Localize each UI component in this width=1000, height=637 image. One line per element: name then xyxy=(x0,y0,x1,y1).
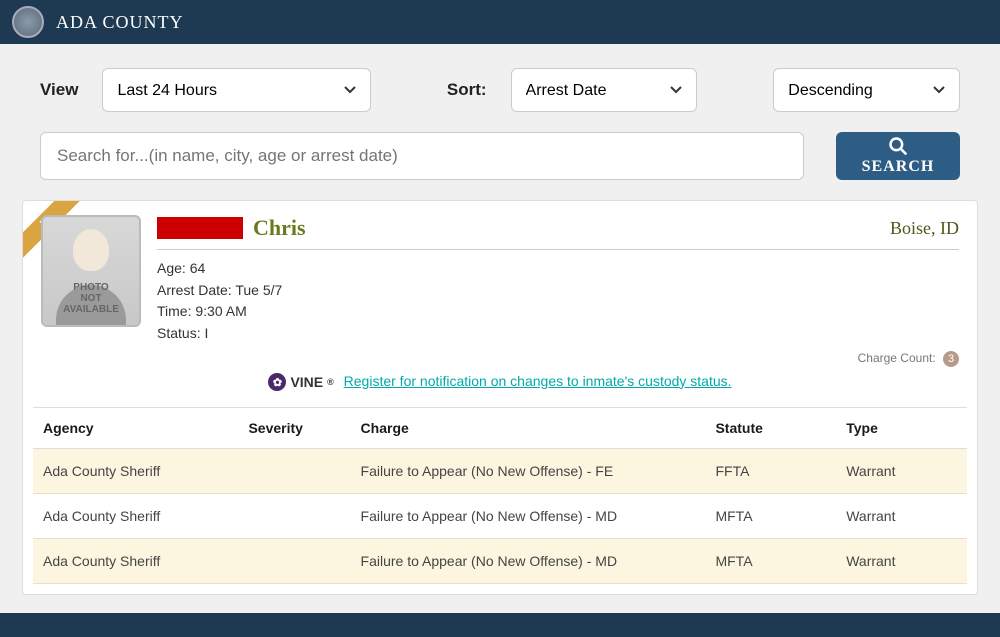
col-statute: Statute xyxy=(705,408,836,449)
inmate-location: Boise, ID xyxy=(890,218,959,239)
cell-type: Warrant xyxy=(836,539,967,584)
cell-severity xyxy=(238,494,350,539)
cell-severity xyxy=(238,449,350,494)
charge-count-badge: 3 xyxy=(943,351,959,367)
cell-charge: Failure to Appear (No New Offense) - MD xyxy=(351,494,706,539)
vine-icon: ✿ xyxy=(268,373,286,391)
cell-agency: Ada County Sheriff xyxy=(33,449,238,494)
col-type: Type xyxy=(836,408,967,449)
cell-charge: Failure to Appear (No New Offense) - MD xyxy=(351,539,706,584)
charges-table: Agency Severity Charge Statute Type Ada … xyxy=(33,407,967,584)
cell-severity xyxy=(238,539,350,584)
charge-count-row: Charge Count: 3 xyxy=(23,351,977,367)
charge-count-label: Charge Count: xyxy=(858,351,936,365)
sort-label: Sort: xyxy=(447,80,487,100)
filter-controls: View Last 24 Hours Sort: Arrest Date Des… xyxy=(0,44,1000,124)
vine-register-link[interactable]: Register for notification on changes to … xyxy=(344,373,732,389)
redacted-lastname xyxy=(157,217,243,239)
cell-agency: Ada County Sheriff xyxy=(33,539,238,584)
direction-select[interactable]: Descending xyxy=(773,68,960,112)
inmate-arrest-time: Time: 9:30 AM xyxy=(157,301,959,323)
search-row: SEARCH xyxy=(0,124,1000,200)
cell-statute: MFTA xyxy=(705,539,836,584)
cell-statute: MFTA xyxy=(705,494,836,539)
search-input[interactable] xyxy=(40,132,804,180)
county-seal-icon xyxy=(12,6,44,38)
table-row: Ada County Sheriff Failure to Appear (No… xyxy=(33,449,967,494)
vine-logo: ✿ VINE® xyxy=(268,373,333,391)
inmate-age: Age: 64 xyxy=(157,258,959,280)
inmate-photo-placeholder: PHOTO NOT AVAILABLE xyxy=(41,215,141,327)
cell-agency: Ada County Sheriff xyxy=(33,494,238,539)
col-agency: Agency xyxy=(33,408,238,449)
col-charge: Charge xyxy=(351,408,706,449)
vine-brand: VINE xyxy=(290,374,323,390)
card-top: PHOTO NOT AVAILABLE Chris Boise, ID Age:… xyxy=(23,201,977,351)
photo-unavailable-text: PHOTO NOT AVAILABLE xyxy=(43,282,139,315)
charges-tbody: Ada County Sheriff Failure to Appear (No… xyxy=(33,449,967,584)
cell-statute: FFTA xyxy=(705,449,836,494)
footer-bar xyxy=(0,613,1000,637)
sort-select[interactable]: Arrest Date xyxy=(511,68,698,112)
inmate-firstname: Chris xyxy=(253,215,306,241)
inmate-status: Status: I xyxy=(157,323,959,345)
search-button-label: SEARCH xyxy=(862,158,935,176)
inmate-card: IN PHOTO NOT AVAILABLE Chris Boise, ID A… xyxy=(22,200,978,595)
header-bar: ADA COUNTY xyxy=(0,0,1000,44)
search-icon xyxy=(888,136,908,156)
view-label: View xyxy=(40,80,78,100)
view-select[interactable]: Last 24 Hours xyxy=(102,68,370,112)
col-severity: Severity xyxy=(238,408,350,449)
avatar-head-icon xyxy=(73,229,109,271)
inmate-arrest-date: Arrest Date: Tue 5/7 xyxy=(157,280,959,302)
name-row: Chris Boise, ID xyxy=(157,215,959,250)
cell-type: Warrant xyxy=(836,449,967,494)
cell-type: Warrant xyxy=(836,494,967,539)
search-button[interactable]: SEARCH xyxy=(836,132,960,180)
inmate-info: Chris Boise, ID Age: 64 Arrest Date: Tue… xyxy=(157,215,959,345)
header-title: ADA COUNTY xyxy=(56,12,184,33)
table-header-row: Agency Severity Charge Statute Type xyxy=(33,408,967,449)
cell-charge: Failure to Appear (No New Offense) - FE xyxy=(351,449,706,494)
table-row: Ada County Sheriff Failure to Appear (No… xyxy=(33,494,967,539)
table-row: Ada County Sheriff Failure to Appear (No… xyxy=(33,539,967,584)
vine-row: ✿ VINE® Register for notification on cha… xyxy=(23,367,977,402)
